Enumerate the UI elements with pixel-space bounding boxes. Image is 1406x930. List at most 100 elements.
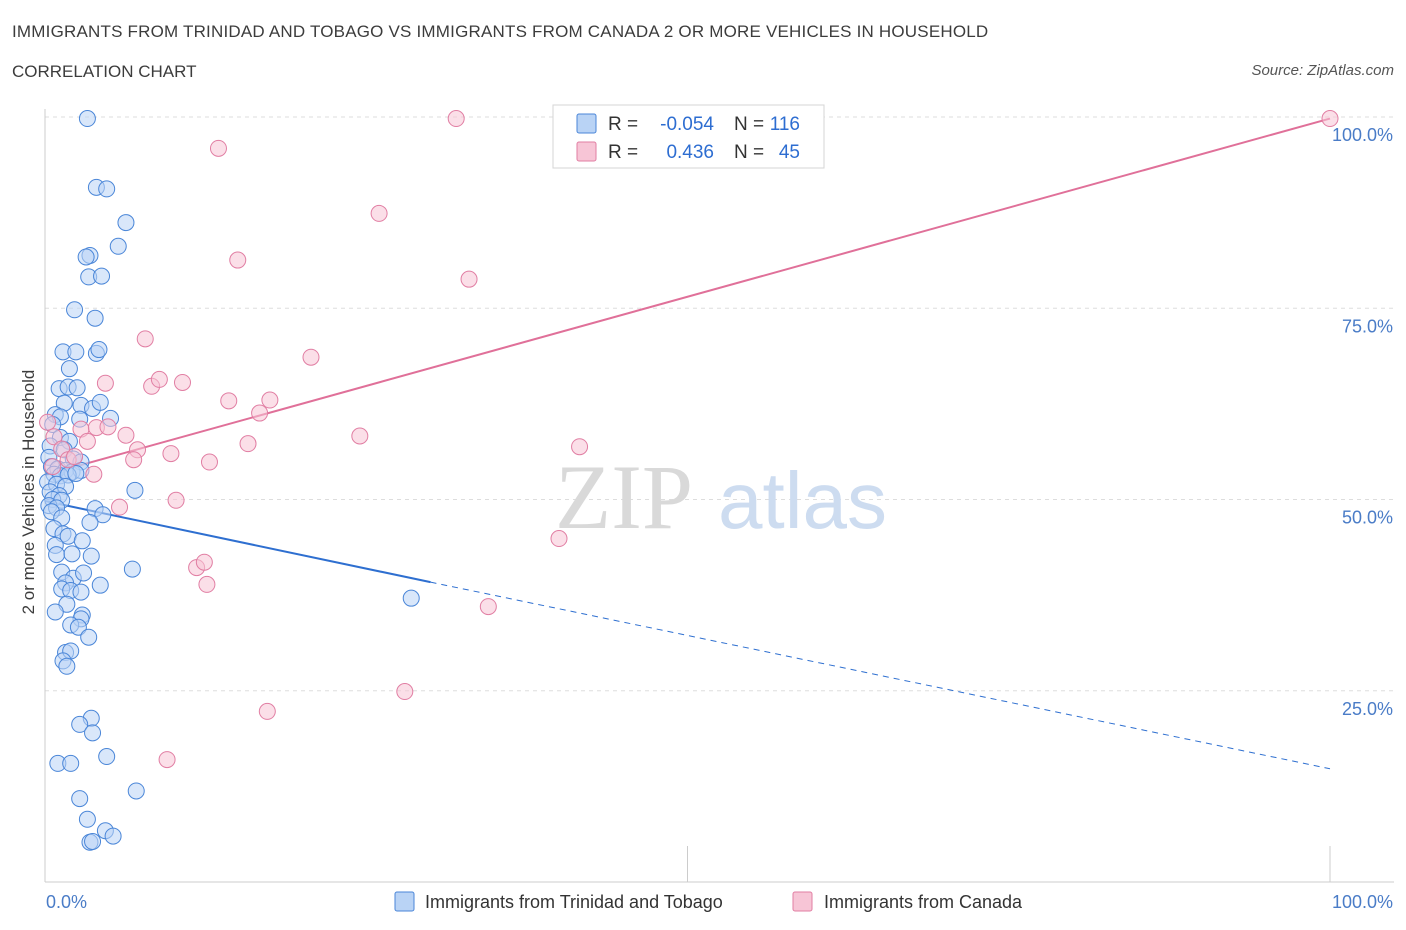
point-trinidad xyxy=(98,180,116,198)
grid-lines xyxy=(45,116,1394,692)
point-trinidad xyxy=(123,560,141,578)
stats-swatch-trinidad xyxy=(576,113,597,134)
point-canada xyxy=(447,110,465,128)
watermark-zip: ZIP xyxy=(555,446,693,548)
stats-r-label-2: R = xyxy=(608,142,638,163)
point-trinidad xyxy=(104,827,122,845)
y-tick-label: 50.0% xyxy=(1342,508,1393,528)
point-trinidad xyxy=(84,724,102,742)
point-trinidad xyxy=(127,782,145,800)
point-canada xyxy=(351,427,369,445)
chart-subtitle: CORRELATION CHART xyxy=(12,62,197,81)
stats-r-value-1: -0.054 xyxy=(660,114,714,135)
stats-r-label-1: R = xyxy=(608,114,638,135)
point-trinidad xyxy=(80,628,98,646)
trend-lines xyxy=(44,117,1331,770)
point-canada xyxy=(479,598,497,616)
point-trinidad xyxy=(126,481,144,499)
trend-line-canada xyxy=(44,117,1331,476)
point-trinidad xyxy=(82,547,100,565)
point-canada xyxy=(261,391,279,409)
point-canada xyxy=(460,270,478,288)
point-canada xyxy=(117,426,135,444)
point-trinidad xyxy=(46,603,64,621)
chart-title: IMMIGRANTS FROM TRINIDAD AND TOBAGO VS I… xyxy=(12,22,989,41)
y-tick-label: 25.0% xyxy=(1342,699,1393,719)
point-canada xyxy=(251,404,269,422)
point-canada xyxy=(258,702,276,720)
point-canada xyxy=(158,751,176,769)
point-canada xyxy=(45,428,63,446)
point-trinidad xyxy=(117,214,135,232)
point-canada xyxy=(195,553,213,571)
point-canada xyxy=(162,445,180,463)
point-trinidad xyxy=(78,110,96,128)
series-canada-points xyxy=(39,110,1339,769)
legend-swatch-trinidad xyxy=(394,891,415,912)
point-canada xyxy=(44,458,62,476)
point-canada xyxy=(229,251,247,269)
point-trinidad xyxy=(78,810,96,828)
point-trinidad xyxy=(71,790,89,808)
point-canada xyxy=(111,498,129,516)
point-trinidad xyxy=(67,464,85,482)
source-label: Source: ZipAtlas.com xyxy=(1251,62,1394,79)
point-trinidad xyxy=(77,248,95,266)
point-trinidad xyxy=(71,715,89,733)
point-trinidad xyxy=(91,393,109,411)
watermark: ZIP atlas xyxy=(555,446,887,548)
point-trinidad xyxy=(69,618,87,636)
point-trinidad xyxy=(91,576,109,594)
point-canada xyxy=(1321,110,1339,128)
watermark-atlas: atlas xyxy=(718,456,887,545)
point-trinidad xyxy=(68,379,86,397)
point-canada xyxy=(136,330,154,348)
tick-labels: 25.0% 50.0% 75.0% 100.0% 0.0% 100.0% xyxy=(46,125,1393,912)
stats-n-value-1: 116 xyxy=(770,114,800,135)
x-tick-label-min: 0.0% xyxy=(46,892,87,912)
point-canada xyxy=(167,491,185,509)
x-tick-label-max: 100.0% xyxy=(1332,892,1393,912)
point-trinidad xyxy=(93,267,111,285)
point-trinidad xyxy=(60,360,78,378)
point-trinidad xyxy=(63,545,81,563)
point-trinidad xyxy=(94,506,112,524)
axes xyxy=(44,109,1394,883)
point-trinidad xyxy=(90,341,108,359)
legend-label-canada: Immigrants from Canada xyxy=(824,892,1023,912)
stats-n-value-2: 45 xyxy=(779,142,800,163)
stats-box: R = -0.054 N = 116 R = 0.436 N = 45 xyxy=(552,104,825,169)
stats-n-label-2: N = xyxy=(734,142,764,163)
point-trinidad xyxy=(86,309,104,327)
legend-swatch-canada xyxy=(792,891,813,912)
point-trinidad xyxy=(109,237,127,255)
y-tick-label: 100.0% xyxy=(1332,125,1393,145)
point-canada xyxy=(99,418,117,436)
point-canada xyxy=(85,465,103,483)
point-trinidad xyxy=(48,546,66,564)
point-canada xyxy=(173,373,191,391)
point-trinidad xyxy=(66,301,84,319)
point-trinidad xyxy=(81,513,99,531)
point-canada xyxy=(200,453,218,471)
point-trinidad xyxy=(72,583,90,601)
point-canada xyxy=(209,139,227,157)
point-canada xyxy=(39,413,57,431)
y-tick-label: 75.0% xyxy=(1342,316,1393,336)
legend-label-trinidad: Immigrants from Trinidad and Tobago xyxy=(425,892,723,912)
point-canada xyxy=(396,683,414,701)
point-canada xyxy=(66,448,84,466)
point-canada xyxy=(239,435,257,453)
point-canada xyxy=(302,348,320,366)
point-canada xyxy=(150,370,168,388)
point-trinidad xyxy=(67,343,85,361)
point-canada xyxy=(370,204,388,222)
point-canada xyxy=(78,432,96,450)
stats-r-value-2: 0.436 xyxy=(666,142,714,163)
legend: Immigrants from Trinidad and Tobago Immi… xyxy=(394,891,1023,912)
trend-line-trinidad-extension xyxy=(430,581,1331,770)
point-canada xyxy=(125,451,143,469)
point-trinidad xyxy=(84,832,102,850)
point-canada xyxy=(198,575,216,593)
